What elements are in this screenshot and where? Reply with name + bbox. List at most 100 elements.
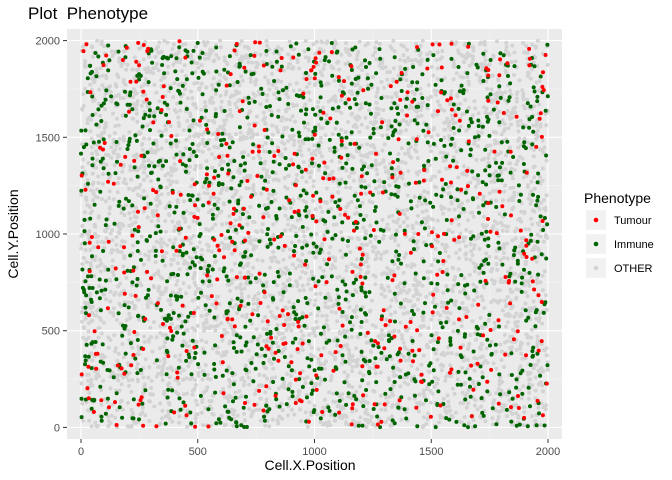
- data-point: [205, 294, 209, 299]
- data-point: [456, 222, 461, 227]
- data-point: [344, 415, 349, 420]
- data-point: [495, 90, 500, 95]
- data-point: [480, 354, 485, 359]
- data-point: [304, 71, 308, 75]
- data-point: [520, 245, 525, 250]
- data-point: [396, 291, 401, 296]
- data-point: [127, 130, 132, 135]
- data-point: [305, 301, 310, 306]
- data-point: [150, 150, 155, 155]
- data-point: [480, 370, 485, 375]
- data-point: [276, 330, 281, 335]
- data-point: [461, 358, 466, 363]
- data-point: [409, 206, 414, 211]
- data-point: [345, 373, 350, 378]
- data-point: [276, 78, 281, 83]
- data-point: [341, 357, 346, 362]
- data-point: [130, 378, 135, 382]
- data-point: [489, 179, 494, 184]
- data-point: [167, 213, 172, 218]
- data-point: [248, 204, 253, 209]
- data-point: [510, 422, 515, 427]
- data-point: [185, 96, 190, 101]
- data-point: [541, 389, 546, 394]
- data-point: [237, 97, 242, 102]
- data-point: [165, 243, 170, 248]
- data-point: [428, 144, 433, 148]
- data-point: [282, 355, 287, 359]
- data-point: [115, 181, 120, 186]
- data-point: [300, 175, 305, 180]
- data-point: [462, 287, 466, 292]
- data-point: [300, 252, 305, 257]
- data-point: [361, 404, 366, 409]
- data-point: [361, 225, 366, 230]
- data-point: [106, 345, 111, 350]
- data-point: [121, 264, 126, 269]
- data-point: [146, 375, 151, 380]
- data-point: [143, 357, 148, 362]
- data-point: [338, 331, 343, 336]
- data-point: [474, 72, 479, 77]
- data-point: [90, 310, 95, 315]
- data-point: [421, 353, 426, 358]
- data-point: [349, 262, 354, 267]
- data-point: [150, 211, 155, 215]
- data-point: [262, 373, 267, 378]
- data-point: [227, 199, 232, 204]
- data-point: [141, 375, 146, 380]
- data-point: [425, 345, 430, 350]
- data-point: [314, 244, 319, 249]
- data-point: [320, 243, 324, 248]
- data-point: [459, 324, 464, 329]
- data-point: [406, 351, 411, 356]
- data-point: [383, 420, 388, 425]
- data-point: [432, 257, 437, 262]
- data-point: [527, 390, 532, 395]
- data-point: [543, 208, 548, 213]
- data-point: [429, 64, 434, 69]
- data-point: [344, 168, 349, 173]
- data-point: [265, 376, 270, 381]
- data-point: [451, 266, 456, 271]
- data-point: [173, 389, 178, 394]
- data-point: [270, 71, 274, 76]
- data-point: [234, 189, 239, 194]
- data-point: [201, 140, 206, 145]
- data-point: [227, 366, 232, 370]
- data-point: [431, 296, 436, 301]
- data-point: [116, 351, 121, 356]
- data-point: [436, 377, 441, 382]
- data-point: [520, 88, 525, 93]
- data-point: [209, 195, 214, 200]
- data-point: [156, 269, 161, 274]
- data-point: [222, 55, 227, 60]
- data-point: [462, 415, 467, 420]
- data-point: [490, 406, 495, 411]
- data-point: [437, 251, 442, 255]
- data-point: [183, 146, 188, 151]
- data-point: [290, 197, 295, 202]
- data-point: [190, 193, 195, 198]
- data-point: [154, 239, 159, 244]
- data-point: [373, 274, 378, 279]
- data-point: [451, 329, 456, 334]
- data-point: [515, 261, 520, 266]
- data-point: [515, 258, 520, 263]
- data-point: [223, 132, 228, 136]
- data-point: [480, 124, 485, 129]
- data-point: [368, 223, 373, 228]
- data-point: [385, 266, 390, 270]
- data-point: [473, 184, 478, 189]
- data-point: [394, 285, 399, 290]
- data-point: [458, 211, 463, 216]
- data-point: [181, 392, 186, 397]
- data-point: [452, 131, 457, 136]
- data-point: [342, 370, 347, 375]
- data-point: [284, 306, 289, 311]
- data-point: [143, 40, 148, 44]
- data-point: [421, 415, 426, 420]
- data-point: [264, 397, 269, 402]
- data-point: [99, 331, 104, 336]
- data-point: [210, 226, 215, 231]
